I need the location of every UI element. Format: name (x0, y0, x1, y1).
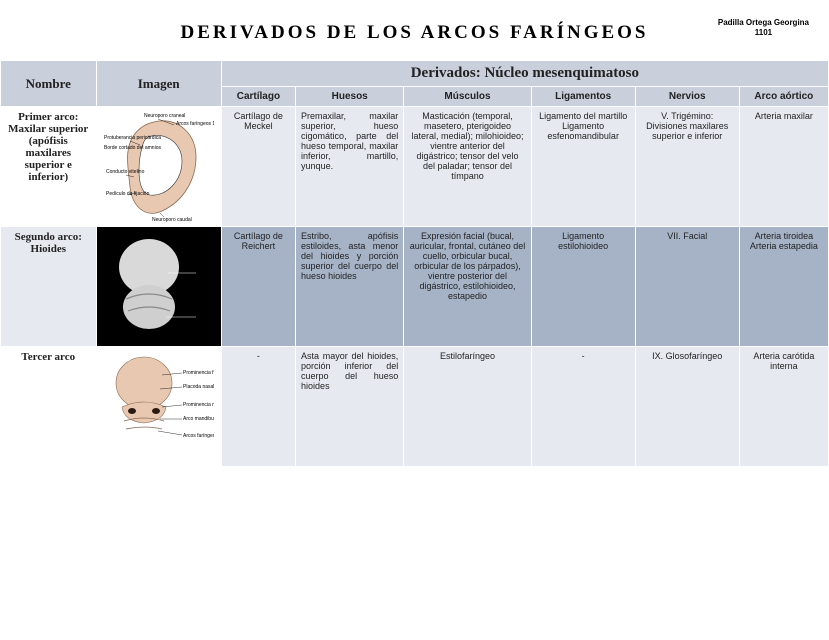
svg-text:Arcos faríngeos 2o. y 3o.: Arcos faríngeos 2o. y 3o. (183, 433, 214, 439)
svg-text:Segundo arco: Segundo arco (197, 315, 214, 321)
row2-musculos: Expresión facial (bucal, auricular, fron… (404, 227, 531, 347)
row2-nombre: Segundo arco: Hioides (1, 227, 97, 347)
row1-musculos: Masticación (temporal, masetero, pterigo… (404, 107, 531, 227)
row2-image: Placoda nasal Segundo arco c (96, 227, 221, 347)
row1-cartilago: Cartílago de Meckel (221, 107, 295, 227)
table-row: Segundo arco: Hioides Placoda nasal Segu… (1, 227, 829, 347)
svg-text:Neuroporo craneal: Neuroporo craneal (144, 113, 185, 119)
row3-musculos: Estilofaríngeo (404, 347, 531, 467)
author-code: 1101 (718, 28, 809, 38)
svg-text:Placoda nasal: Placoda nasal (183, 384, 214, 390)
col-nervios: Nervios (635, 87, 739, 107)
svg-text:Prominencia maxilar: Prominencia maxilar (183, 402, 214, 408)
row1-image: Neuroporo craneal Arcos faríngeos 1o. y … (96, 107, 221, 227)
row1-arco: Arteria maxilar (739, 107, 828, 227)
row2-huesos: Estribo, apófisis estiloides, asta menor… (296, 227, 404, 347)
svg-text:Borde cortado del amnios: Borde cortado del amnios (104, 145, 161, 151)
row3-ligamentos: - (531, 347, 635, 467)
row3-image: Prominencia frontonasal Placoda nasal Pr… (96, 347, 221, 467)
svg-text:Arcos faríngeos 1o. y 2o.: Arcos faríngeos 1o. y 2o. (176, 121, 214, 127)
col-nombre: Nombre (1, 61, 97, 107)
svg-text:Pedículo de fijación: Pedículo de fijación (106, 191, 150, 197)
embryo-lateral-icon: Neuroporo craneal Arcos faríngeos 1o. y … (104, 109, 214, 224)
col-arco-aortico: Arco aórtico (739, 87, 828, 107)
row2-ligamentos: Ligamento estilohioideo (531, 227, 635, 347)
embryo-frontal-sem-icon: Placoda nasal Segundo arco c (104, 229, 214, 344)
svg-text:Conducto vitelino: Conducto vitelino (106, 169, 145, 175)
col-imagen: Imagen (96, 61, 221, 107)
table-row: Tercer arco Prominencia frontonasal Plac… (1, 347, 829, 467)
svg-text:Arco mandibular: Arco mandibular (183, 416, 214, 422)
table-row: Primer arco: Maxilar superior (apófisis … (1, 107, 829, 227)
row3-arco: Arteria carótida interna (739, 347, 828, 467)
row1-ligamentos: Ligamento del martillo Ligamento esfenom… (531, 107, 635, 227)
row3-huesos: Asta mayor del hioides, porción inferior… (296, 347, 404, 467)
author-block: Padilla Ortega Georgina 1101 (718, 18, 809, 37)
row2-nervios: VII. Facial (635, 227, 739, 347)
row2-cartilago: Cartílago de Reichert (221, 227, 295, 347)
row3-nombre: Tercer arco (1, 347, 97, 467)
page-title: DERIVADOS DE LOS ARCOS FARÍNGEOS (0, 0, 829, 44)
derivados-table: Nombre Imagen Derivados: Núcleo mesenqui… (0, 60, 829, 467)
row1-huesos: Premaxilar, maxilar superior, hueso cigo… (296, 107, 404, 227)
col-ligamentos: Ligamentos (531, 87, 635, 107)
svg-text:Neuroporo caudal: Neuroporo caudal (152, 217, 192, 223)
col-cartilago: Cartílago (221, 87, 295, 107)
svg-text:Placoda nasal: Placoda nasal (197, 271, 214, 277)
svg-text:Protuberancia pericárdica: Protuberancia pericárdica (104, 135, 161, 141)
col-musculos: Músculos (404, 87, 531, 107)
row3-cartilago: - (221, 347, 295, 467)
row3-nervios: IX. Glosofaríngeo (635, 347, 739, 467)
row1-nervios: V. Trigémino: Divisiones maxilares super… (635, 107, 739, 227)
embryo-frontal-icon: Prominencia frontonasal Placoda nasal Pr… (104, 349, 214, 464)
col-derivados: Derivados: Núcleo mesenquimatoso (221, 61, 828, 87)
col-huesos: Huesos (296, 87, 404, 107)
svg-text:Prominencia frontonasal: Prominencia frontonasal (183, 370, 214, 376)
author-name: Padilla Ortega Georgina (718, 18, 809, 28)
row1-nombre: Primer arco: Maxilar superior (apófisis … (1, 107, 97, 227)
row2-arco: Arteria tiroidea Arteria estapedia (739, 227, 828, 347)
